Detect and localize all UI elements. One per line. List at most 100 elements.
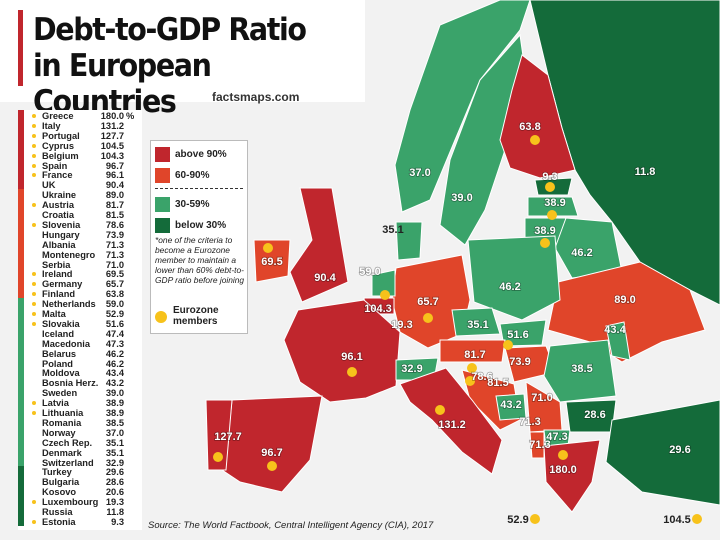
country-name: Latvia	[42, 398, 69, 409]
country-value: 71.3	[105, 249, 124, 260]
eurozone-dot	[32, 123, 36, 128]
country-row: Slovakia 51.6	[18, 319, 142, 329]
eurozone-dot	[435, 405, 445, 415]
eurozone-dot	[347, 367, 357, 377]
country-row: Portugal 127.7	[18, 131, 142, 141]
country-row: France 96.1	[18, 170, 142, 180]
map-label: 9.3	[542, 171, 557, 183]
legend-note: *one of the criteria to become a Eurozon…	[155, 235, 245, 285]
country-value: 81.7	[105, 200, 124, 211]
sweden	[439, 33, 526, 246]
country-name: Malta	[42, 309, 66, 319]
country-row: Italy 131.2	[18, 121, 142, 131]
country-name: Albania	[42, 239, 76, 250]
country-name: Czech Rep.	[42, 437, 93, 448]
country-row: Netherlands 59.0	[18, 299, 142, 309]
spain	[221, 395, 323, 493]
country-value: 96.1	[105, 170, 124, 181]
country-value: 46.2	[105, 348, 124, 359]
country-row: Norway 37.0	[18, 428, 142, 438]
map-label: 71.0	[531, 392, 552, 404]
eurozone-dot	[32, 312, 36, 316]
country-name: Ukraine	[42, 190, 77, 201]
country-row: Malta 52.9	[18, 309, 142, 319]
map-label: 28.6	[584, 409, 605, 421]
country-value: 20.6	[105, 487, 124, 498]
country-row: Germany 65.7	[18, 279, 142, 289]
eurozone-dot	[530, 514, 540, 524]
country-name: Slovakia	[42, 318, 80, 329]
country-name: Hungary	[42, 229, 80, 240]
country-row: Croatia 81.5	[18, 210, 142, 220]
legend-swatch	[155, 147, 170, 162]
source: Source: The World Factbook, Central Inte…	[148, 520, 434, 531]
country-row: UK 90.4	[18, 180, 142, 190]
country-value: 47.4	[105, 328, 124, 339]
map-label: 39.0	[451, 192, 472, 204]
france	[283, 299, 401, 403]
eurozone-dot	[530, 135, 540, 145]
group-band	[18, 466, 24, 526]
romania	[543, 339, 617, 403]
map-label: 73.9	[509, 356, 530, 368]
austria	[439, 339, 506, 363]
greece	[543, 439, 601, 513]
eurozone-dot	[213, 452, 223, 462]
eurozone-dot	[267, 461, 277, 471]
map-label: 11.8	[635, 166, 656, 178]
country-value: 89.0	[105, 190, 124, 201]
country-row: Greece 180.0%	[18, 111, 142, 121]
legend-swatch	[155, 168, 170, 183]
map-label: 63.8	[519, 121, 540, 133]
country-name: Norway	[42, 427, 76, 438]
eurozone-dot	[545, 182, 555, 192]
country-row: Turkey 29.6	[18, 467, 142, 477]
country-row: Slovenia 78.6	[18, 220, 142, 230]
uk	[289, 187, 349, 303]
country-value: 69.5	[105, 269, 124, 280]
country-row: Poland 46.2	[18, 359, 142, 369]
eurozone-dot	[32, 173, 36, 178]
country-row: Albania 71.3	[18, 240, 142, 250]
country-name: Ireland	[42, 269, 73, 280]
map-label: 96.1	[341, 351, 362, 363]
country-value: 78.6	[105, 219, 124, 230]
legend-swatch	[155, 197, 170, 212]
map-label: 38.5	[571, 363, 592, 375]
country-name: Portugal	[42, 130, 80, 141]
country-row: Macedonia 47.3	[18, 339, 142, 349]
eurozone-dot	[32, 133, 36, 138]
country-name: Cyprus	[42, 140, 75, 151]
country-name: Montenegro	[42, 249, 96, 260]
eurozone-dot	[32, 114, 36, 118]
title-line: Debt-to-GDP Ratio	[33, 12, 307, 48]
eurozone-dot	[32, 282, 36, 287]
norway	[394, 0, 531, 213]
eurozone-dot	[558, 450, 568, 460]
map-label: 78.6	[471, 371, 492, 383]
eurozone-swatch	[155, 311, 167, 323]
unit: %	[126, 111, 135, 121]
country-value: 46.2	[105, 358, 124, 369]
header: Debt-to-GDP Ratio in European Countries …	[0, 0, 365, 120]
country-name: Finland	[42, 289, 76, 300]
eurozone-dot	[423, 313, 433, 323]
poland	[467, 235, 561, 321]
portugal	[205, 399, 233, 471]
country-value: 39.0	[105, 388, 124, 399]
eurozone-dot	[32, 203, 36, 208]
country-value: 9.3	[111, 516, 124, 527]
finland	[499, 54, 576, 179]
country-value: 32.9	[105, 457, 124, 468]
country-name: Bulgaria	[42, 477, 80, 488]
netherlands	[371, 269, 396, 297]
eurozone-dot	[32, 321, 36, 326]
map-label: 46.2	[499, 281, 520, 293]
moldova	[605, 321, 631, 361]
country-value: 127.7	[100, 130, 124, 141]
slovakia	[499, 319, 547, 347]
country-row: Austria 81.7	[18, 200, 142, 210]
legend-label: above 90%	[175, 149, 227, 161]
legend-label: 30-59%	[175, 199, 210, 211]
